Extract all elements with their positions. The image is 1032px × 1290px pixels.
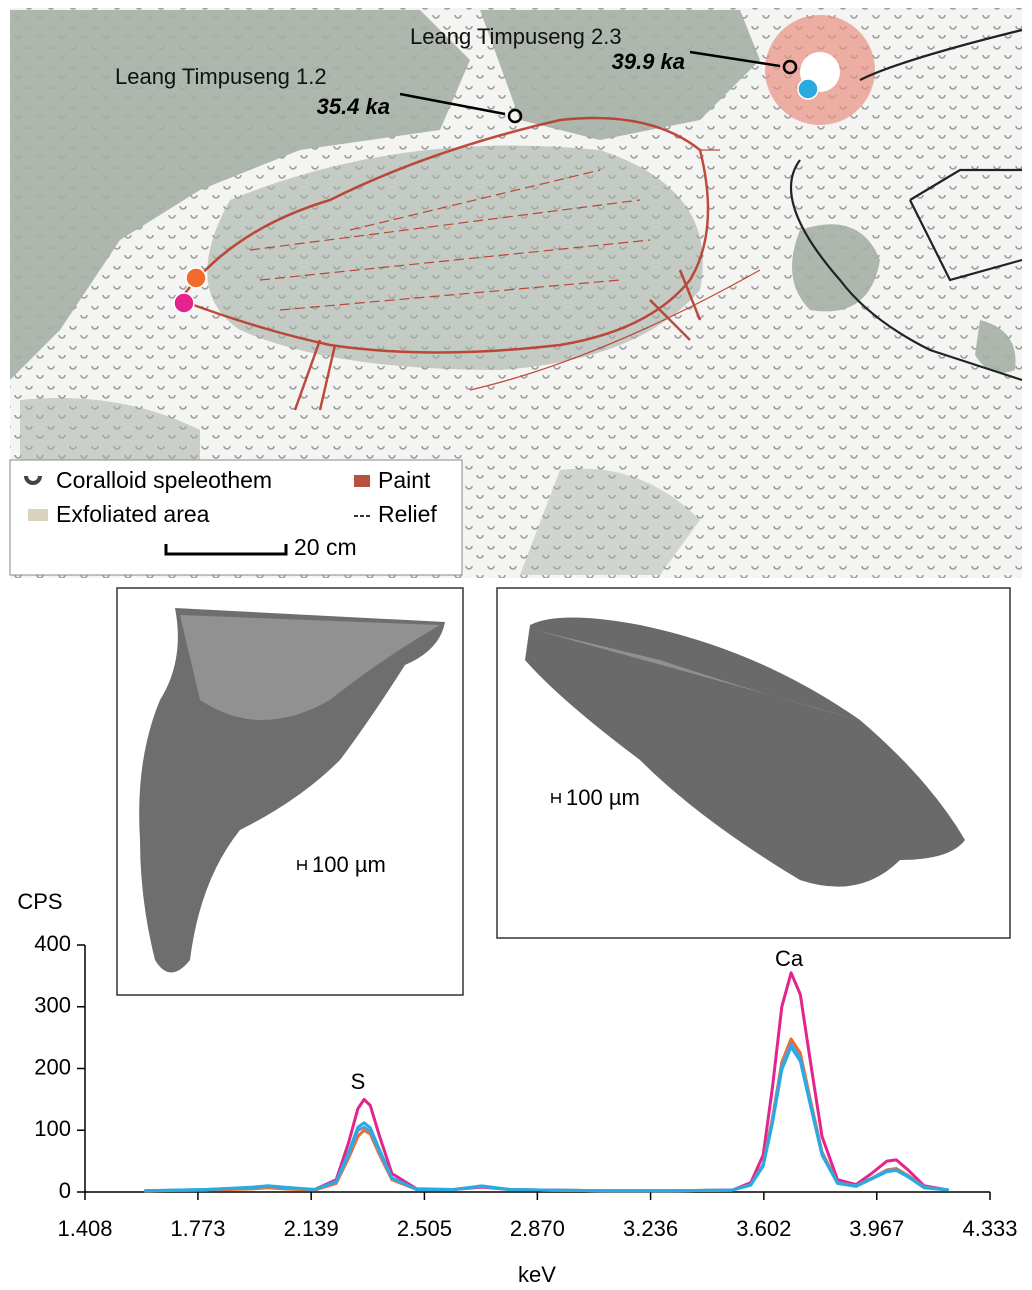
y-tick-label: 200 — [34, 1054, 71, 1079]
legend-label: Relief — [378, 501, 437, 527]
x-tick-label: 3.236 — [623, 1216, 678, 1241]
x-axis-label: keV — [518, 1262, 556, 1287]
site-label: Leang Timpuseng 2.3 — [410, 24, 622, 49]
x-tick-label: 3.602 — [736, 1216, 791, 1241]
site-label: Leang Timpuseng 1.2 — [115, 64, 327, 89]
figure-canvas: Leang Timpuseng 2.3 39.9 ka Leang Timpus… — [0, 0, 1032, 1290]
figure: Leang Timpuseng 2.3 39.9 ka Leang Timpus… — [0, 0, 1032, 1290]
legend-label: Coralloid speleothem — [56, 467, 272, 493]
sample-dot — [174, 293, 194, 313]
scale-label: 20 cm — [294, 534, 357, 560]
y-tick-label: 0 — [59, 1178, 71, 1203]
x-tick-label: 1.773 — [170, 1216, 225, 1241]
x-tick-label: 2.505 — [397, 1216, 452, 1241]
legend-label: Paint — [378, 467, 431, 493]
x-tick-label: 4.333 — [962, 1216, 1017, 1241]
y-tick-label: 100 — [34, 1116, 71, 1141]
legend-label: Exfoliated area — [56, 501, 210, 527]
x-tick-label: 1.408 — [57, 1216, 112, 1241]
y-axis-label: CPS — [17, 889, 62, 914]
scale-label: 100 µm — [312, 852, 386, 877]
legend: Coralloid speleothem Paint Exfoliated ar… — [10, 460, 462, 575]
map: Leang Timpuseng 2.3 39.9 ka Leang Timpus… — [10, 8, 1022, 578]
y-tick-label: 300 — [34, 993, 71, 1018]
x-tick-label: 2.139 — [284, 1216, 339, 1241]
sem-image: 100 µm — [117, 588, 463, 995]
sample-dot — [798, 79, 818, 99]
peak-label: S — [351, 1069, 366, 1094]
spectrum-line — [144, 1047, 948, 1191]
peak-label: Ca — [775, 946, 804, 971]
spectrum-line — [144, 973, 948, 1191]
sem-image: 100 µm — [497, 588, 1010, 938]
site-age: 39.9 ka — [612, 49, 685, 74]
x-tick-label: 2.870 — [510, 1216, 565, 1241]
y-tick-label: 400 — [34, 931, 71, 956]
scale-label: 100 µm — [566, 785, 640, 810]
x-tick-label: 3.967 — [849, 1216, 904, 1241]
sample-dot — [186, 268, 206, 288]
site-age: 35.4 ka — [317, 94, 390, 119]
